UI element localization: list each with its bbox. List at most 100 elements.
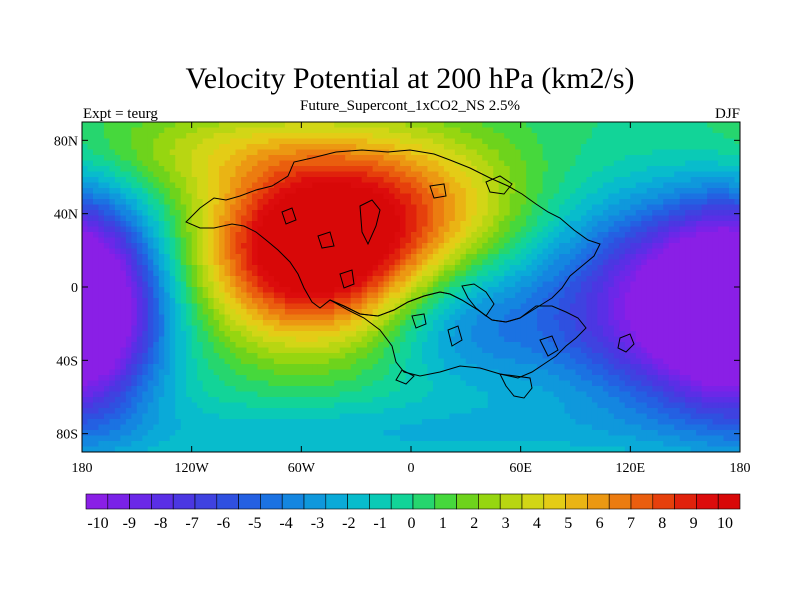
field-cell [608,226,615,233]
field-cell [663,188,670,195]
field-cell [350,199,357,206]
field-cell [219,204,226,211]
field-cell [125,166,132,173]
field-cell [460,331,467,338]
field-cell [668,270,675,277]
field-cell [356,265,363,272]
field-cell [153,133,160,140]
field-cell [367,210,374,217]
field-cell [109,237,116,244]
field-cell [602,160,609,167]
field-cell [630,325,637,332]
field-cell [575,215,582,222]
field-cell [164,320,171,327]
field-cell [142,298,149,305]
field-cell [679,331,686,338]
field-cell [553,166,560,173]
field-cell [449,281,456,288]
field-cell [345,254,352,261]
field-cell [306,265,313,272]
field-cell [690,155,697,162]
field-cell [202,265,209,272]
field-cell [498,336,505,343]
field-cell [663,221,670,228]
field-cell [570,281,577,288]
field-cell [372,254,379,261]
field-cell [729,270,736,277]
field-cell [361,171,368,178]
field-cell [290,215,297,222]
field-cell [630,160,637,167]
field-cell [652,171,659,178]
field-cell [268,226,275,233]
field-cell [646,314,653,321]
field-cell [147,298,154,305]
field-cell [657,298,664,305]
field-cell [246,166,253,173]
field-cell [378,122,385,129]
field-cell [378,265,385,272]
field-cell [208,331,215,338]
field-cell [696,254,703,261]
field-cell [98,303,105,310]
field-cell [345,265,352,272]
field-cell [273,204,280,211]
field-cell [449,243,456,250]
field-cell [443,314,450,321]
field-cell [591,210,599,217]
field-cell [400,298,407,305]
field-cell [635,171,642,178]
field-cell [443,281,450,288]
field-cell [537,281,544,288]
field-cell [465,221,472,228]
field-cell [213,298,220,305]
field-cell [701,149,708,156]
field-cell [219,155,226,162]
field-cell [668,210,675,217]
field-cell [531,342,538,349]
field-cell [301,221,308,228]
field-cell [712,292,719,299]
field-cell [197,127,204,134]
field-cell [87,210,94,217]
field-cell [383,215,390,222]
field-cell [690,144,697,151]
field-cell [493,314,500,321]
field-cell [219,281,226,288]
field-cell [509,215,516,222]
field-cell [641,210,648,217]
field-cell [707,298,714,305]
field-cell [301,215,308,222]
field-cell [361,232,368,239]
field-cell [641,309,648,316]
field-cell [230,292,237,299]
field-cell [411,210,418,217]
field-cell [564,314,571,321]
field-cell [180,314,187,321]
field-cell [734,232,740,239]
field-cell [624,149,631,156]
field-cell [306,237,313,244]
field-cell [125,232,132,239]
field-cell [674,166,681,173]
field-cell [251,182,259,189]
field-cell [164,281,171,288]
field-cell [328,133,335,140]
field-cell [570,287,577,294]
field-cell [142,149,149,156]
field-cell [635,254,642,261]
field-cell [498,292,505,299]
field-cell [142,314,149,321]
field-cell [262,243,270,250]
field-cell [103,270,111,277]
field-cell [559,226,566,233]
field-cell [471,177,478,184]
field-cell [334,160,341,167]
field-cell [120,232,127,239]
field-cell [471,309,478,316]
field-cell [482,314,489,321]
field-cell [158,276,165,283]
field-cell [389,314,396,321]
field-cell [542,171,549,178]
field-cell [493,270,500,277]
